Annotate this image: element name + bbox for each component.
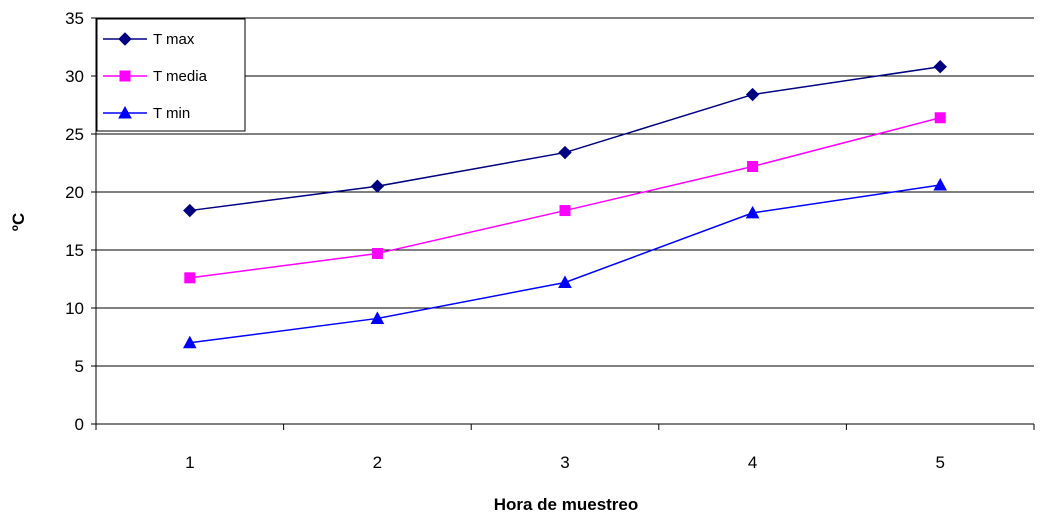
series-line-t-media	[189, 117, 941, 279]
series-layer	[182, 60, 948, 349]
data-point-t-max	[745, 87, 760, 102]
x-tick-label: 1	[185, 453, 194, 472]
legend-label: T media	[153, 68, 208, 85]
x-tick-labels: 1 2 3 4 5	[185, 453, 945, 472]
y-tick-label: 10	[65, 299, 84, 318]
data-point-t-media	[184, 272, 196, 284]
data-point-t-media	[559, 205, 571, 217]
data-point-t-max	[933, 60, 947, 74]
data-point-t-max	[370, 179, 385, 193]
legend-label: T min	[153, 105, 190, 122]
legend-marker	[119, 70, 131, 82]
legend-marker	[118, 32, 132, 46]
y-tick-label: 25	[65, 125, 84, 144]
y-axis-title: ºC	[9, 213, 28, 232]
series-t-max	[183, 60, 947, 218]
x-tick-label: 3	[560, 453, 569, 472]
legend-marker	[118, 105, 132, 119]
y-tick-label: 35	[65, 9, 84, 28]
data-point-t-min	[370, 311, 385, 324]
series-line-t-max	[189, 65, 941, 212]
data-point-t-min	[745, 205, 760, 219]
data-point-t-media	[747, 160, 759, 172]
series-t-media	[184, 112, 946, 284]
data-point-t-min	[182, 335, 197, 349]
data-point-t-max	[558, 145, 572, 160]
y-tick-label: 15	[65, 241, 84, 260]
y-tick-label: 0	[75, 415, 84, 434]
x-tick-label: 2	[373, 453, 382, 472]
legend: T max T media T min	[96, 18, 246, 132]
data-point-t-max	[183, 203, 197, 218]
data-point-t-min	[933, 177, 948, 191]
y-tick-label: 20	[65, 183, 84, 202]
x-axis-title: Hora de muestreo	[494, 495, 639, 514]
y-tick-labels: 0 5 10 15 20 25 30 35	[65, 9, 84, 434]
legend-label: T max	[153, 31, 195, 48]
legend-item-t-max: T max	[103, 31, 195, 48]
data-point-t-media	[934, 112, 946, 124]
legend-item-t-media: T media	[103, 68, 208, 85]
legend-item-t-min: T min	[103, 105, 190, 122]
x-tick-label: 5	[935, 453, 944, 472]
y-tick-label: 30	[65, 67, 84, 86]
x-tick-label: 4	[748, 453, 757, 472]
data-point-t-media	[371, 247, 383, 259]
data-point-t-min	[558, 275, 572, 288]
axes	[91, 17, 1035, 430]
series-t-min	[182, 177, 948, 349]
y-tick-label: 5	[75, 357, 84, 376]
gridlines	[96, 17, 1034, 367]
